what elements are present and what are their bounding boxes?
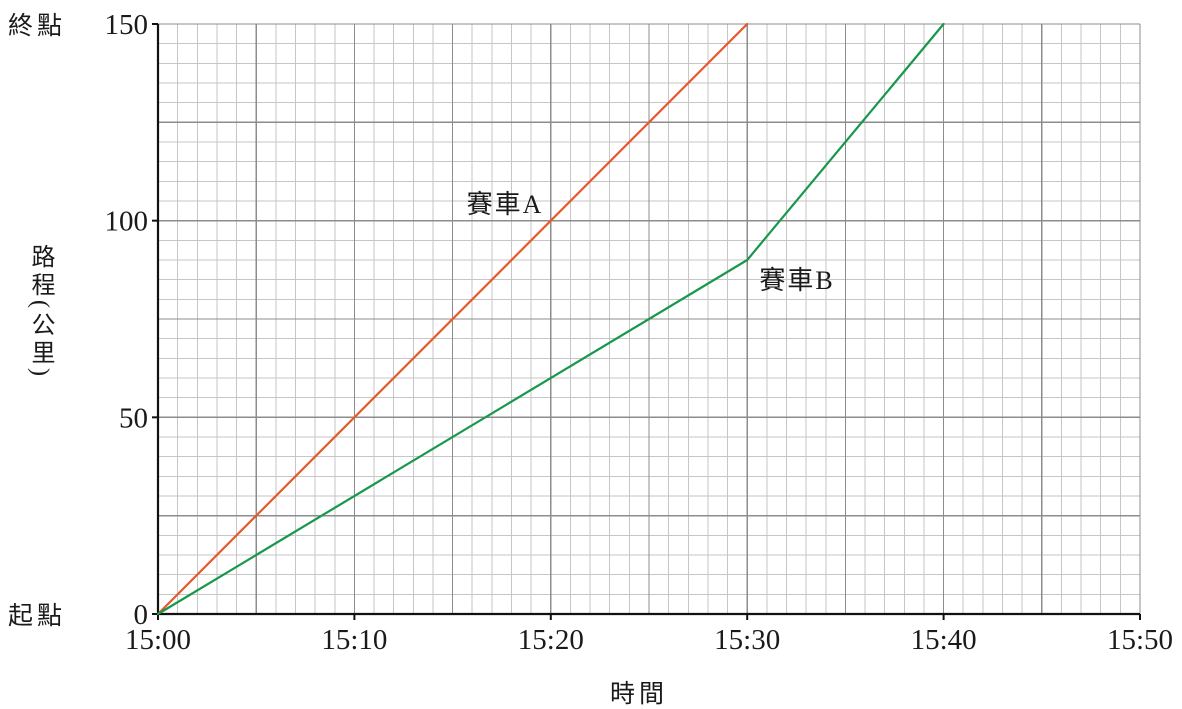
- x-axis-title: 時間: [610, 680, 668, 708]
- x-tick-label: 15:30: [714, 624, 780, 656]
- y-end-label-finish: 終點: [8, 12, 66, 40]
- x-tick-label: 15:20: [518, 624, 584, 656]
- series-label-a: 賽車A: [467, 190, 544, 219]
- y-tick-label: 0: [134, 599, 149, 631]
- y-tick-label: 150: [105, 9, 149, 41]
- x-tick-label: 15:50: [1107, 624, 1173, 656]
- series-label-b: 賽車B: [759, 266, 834, 295]
- y-axis-title: 路程(公里): [27, 244, 53, 380]
- series-labels: 賽車A 賽車B: [467, 190, 834, 295]
- series-line-a: [156, 22, 749, 616]
- series-lines: [156, 22, 945, 616]
- x-tick-label: 15:10: [321, 624, 387, 656]
- y-end-label-start: 起點: [8, 602, 66, 630]
- series-line-b: [156, 22, 945, 616]
- x-tick-label: 15:00: [125, 624, 191, 656]
- y-tick-label: 50: [119, 402, 148, 434]
- x-tick-label: 15:40: [911, 624, 977, 656]
- y-tick-label: 100: [105, 206, 149, 238]
- tick-labels: 15:00 15:10 15:20 15:30 15:40 15:50 0 50 100 150: [105, 9, 1174, 656]
